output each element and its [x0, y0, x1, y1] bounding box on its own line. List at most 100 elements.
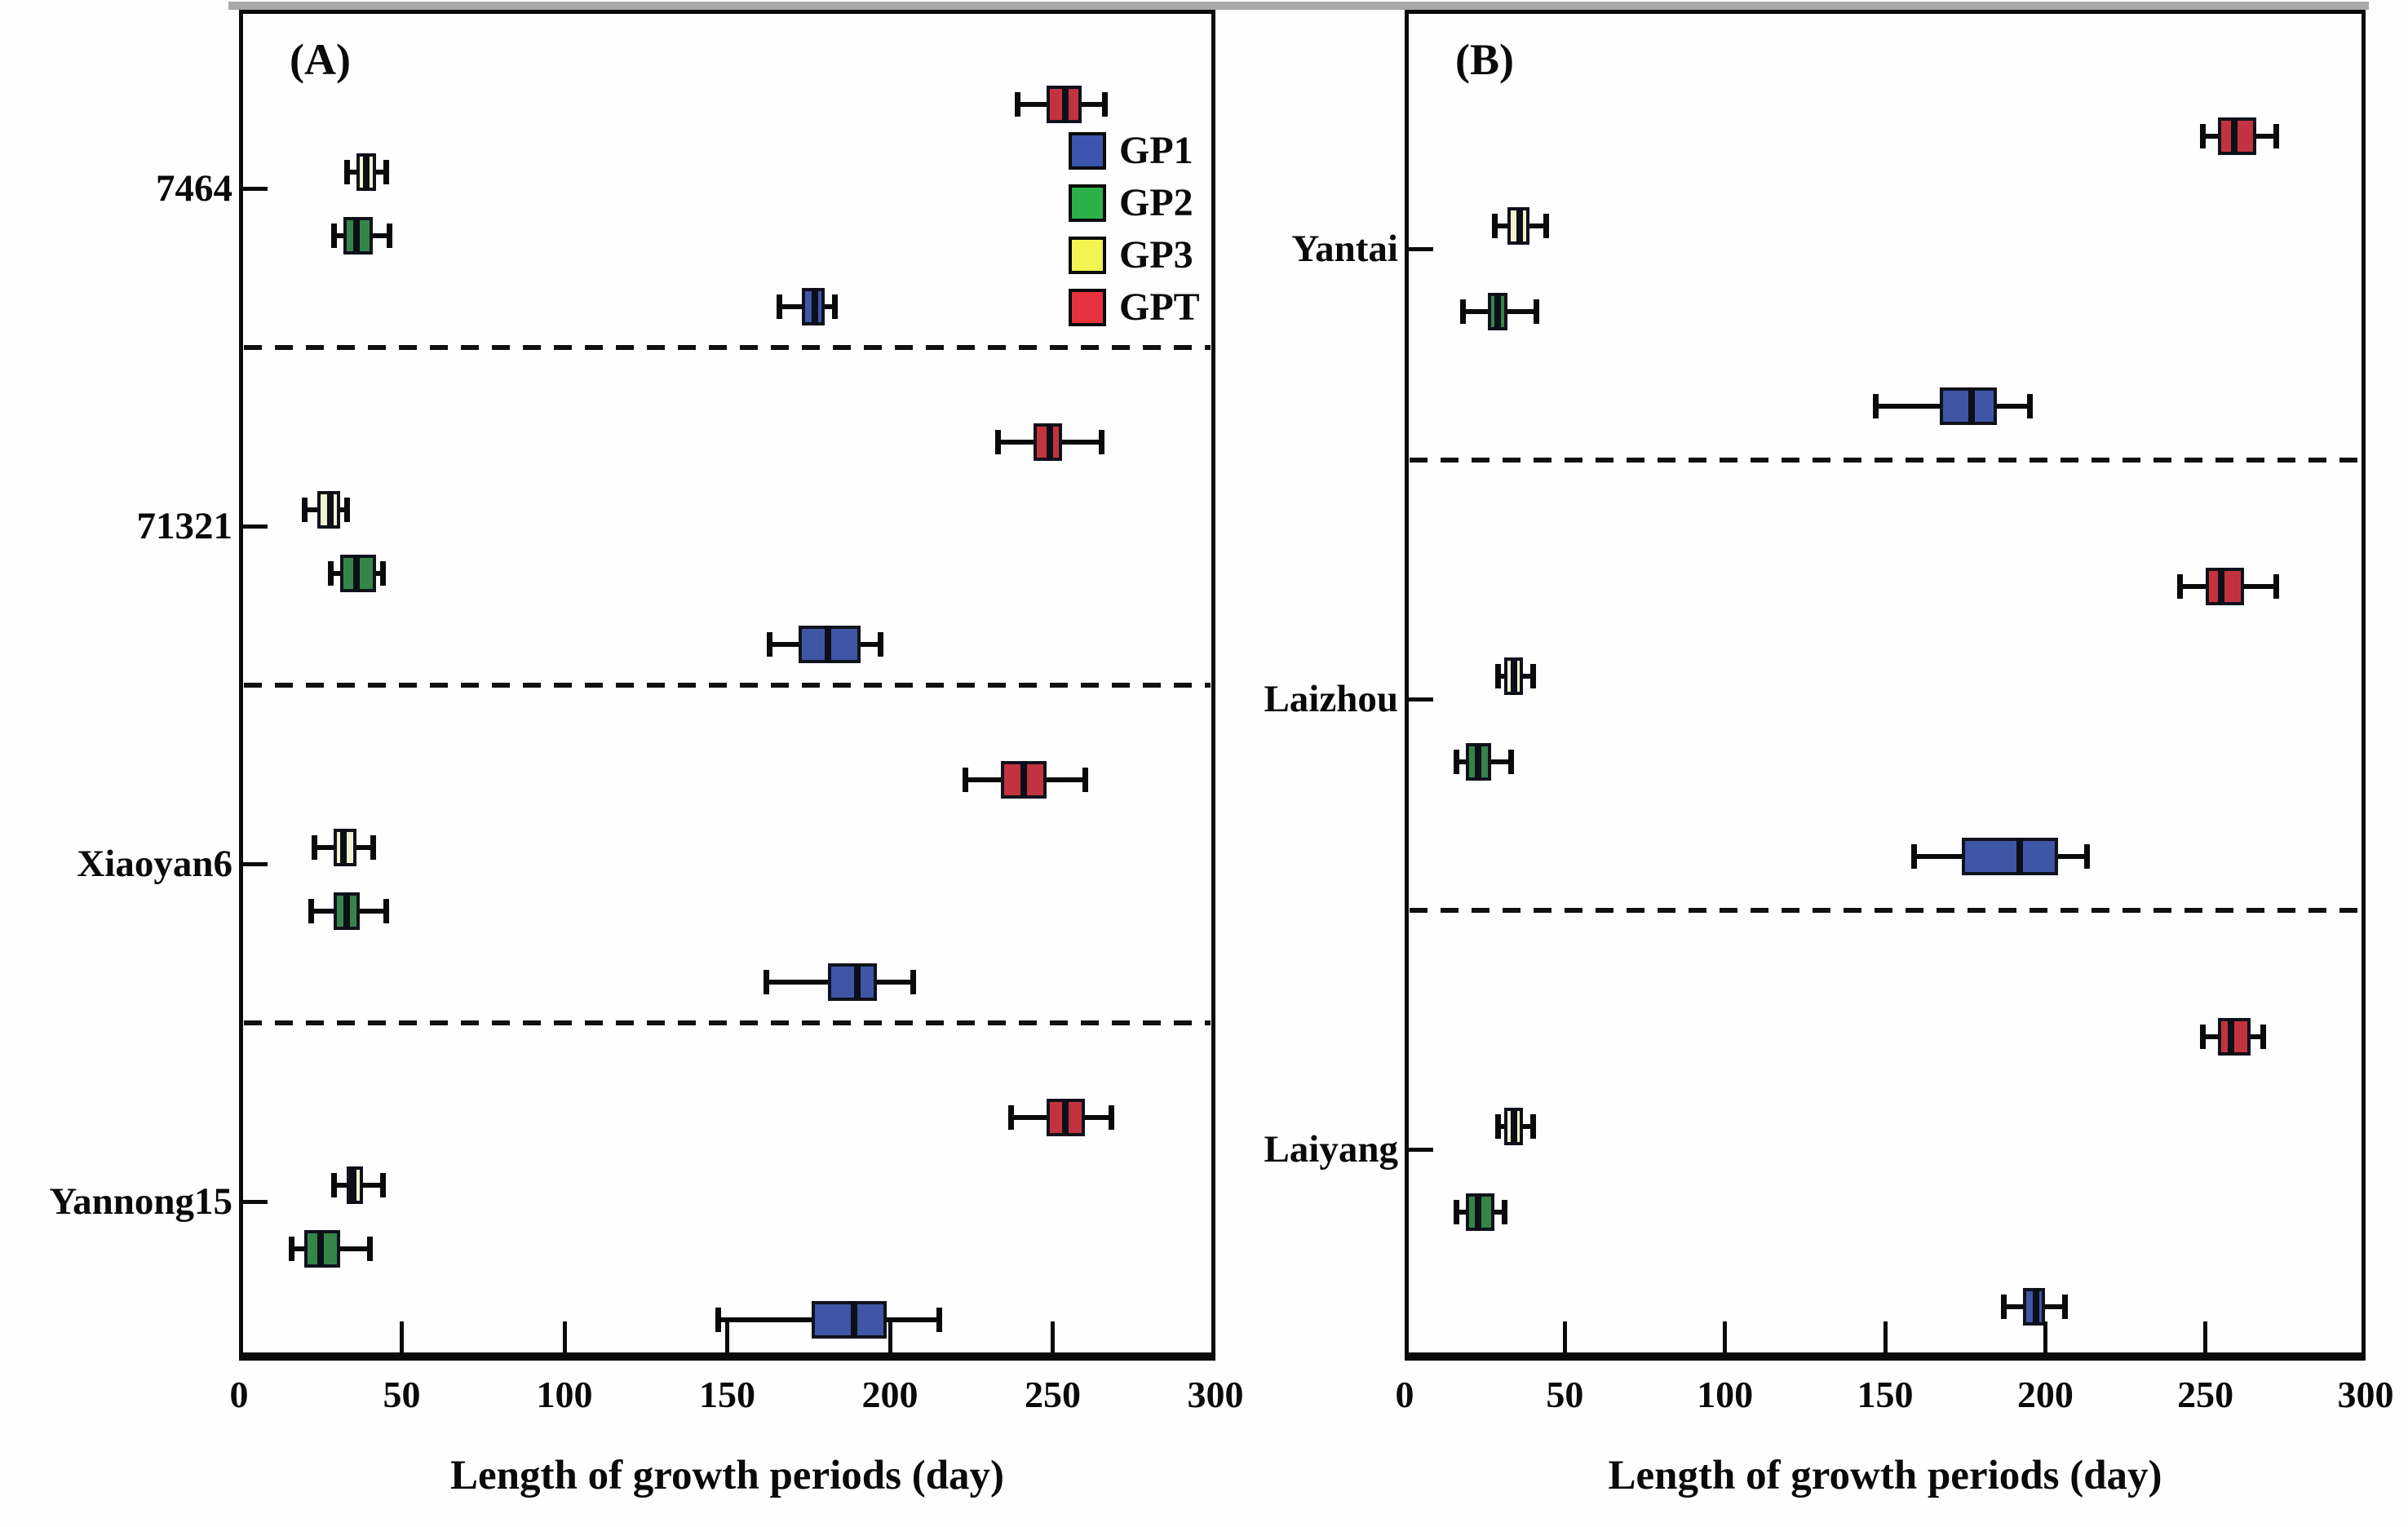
- whisker-cap-high-Laiyang-GP2: [1501, 1200, 1507, 1224]
- category-label: Yannong15: [49, 1180, 232, 1223]
- whisker-cap-high-Laizhou-GP3: [1530, 664, 1537, 688]
- whisker-cap-high-Laiyang-GP1: [2061, 1295, 2068, 1319]
- whisker-cap-low-7464-GP2: [330, 224, 337, 248]
- median-line-71321-GP1: [825, 626, 832, 663]
- whisker-cap-high-Laiyang-GPT: [2260, 1025, 2267, 1049]
- whisker-cap-low-Yantai-GP1: [1873, 394, 1879, 418]
- x-tick-label: 200: [861, 1374, 918, 1415]
- whisker-cap-low-71321-GP2: [327, 561, 334, 586]
- x-tick-label: 0: [229, 1374, 249, 1415]
- top-scan-artifact: [228, 2, 2369, 10]
- whisker-cap-low-Yannong15-GP1: [715, 1308, 721, 1332]
- whisker-cap-low-71321-GP1: [767, 632, 773, 657]
- whisker-cap-high-Xiaoyan6-GP3: [370, 835, 376, 860]
- whisker-cap-high-Yannong15-GP2: [366, 1237, 373, 1261]
- group-separator-line: [244, 1020, 1211, 1025]
- whisker-cap-low-Laiyang-GPT: [2199, 1025, 2206, 1049]
- x-tick-label: 150: [699, 1374, 755, 1415]
- box-Xiaoyan6-GP1: [828, 963, 878, 1001]
- x-axis-title: Length of growth periods (day): [1608, 1453, 2162, 1498]
- whisker-cap-low-Laizhou-GPT: [2177, 574, 2184, 599]
- x-tick-label: 0: [1395, 1374, 1414, 1415]
- whisker-cap-low-Laizhou-GP2: [1453, 750, 1459, 774]
- median-line-Xiaoyan6-GP1: [854, 963, 861, 1001]
- whisker-cap-low-7464-GP1: [777, 294, 783, 319]
- box-Laizhou-GP1: [1962, 838, 2059, 875]
- whisker-cap-low-Laiyang-GP2: [1453, 1200, 1459, 1224]
- whisker-cap-high-71321-GP3: [343, 498, 350, 522]
- whisker-cap-high-Yantai-GPT: [2273, 124, 2280, 148]
- median-line-Laizhou-GP2: [1475, 743, 1482, 781]
- y-axis-tick: [1409, 697, 1433, 702]
- median-line-7464-GP1: [812, 288, 819, 325]
- x-tick-label: 50: [383, 1374, 421, 1415]
- whisker-cap-high-Laizhou-GP1: [2084, 844, 2091, 869]
- x-axis-tick: [725, 1321, 729, 1352]
- whisker-cap-low-Xiaoyan6-GP1: [764, 970, 770, 994]
- median-line-71321-GPT: [1046, 423, 1053, 461]
- median-line-Yantai-GP2: [1494, 293, 1501, 330]
- whisker-cap-low-7464-GPT: [1014, 92, 1020, 117]
- whisker-cap-high-Laizhou-GP2: [1507, 750, 1514, 774]
- panel-b-frame: [1405, 10, 2366, 1361]
- legend-label-gp1: GP1: [1119, 129, 1193, 172]
- x-tick-label: 300: [2337, 1374, 2394, 1415]
- y-axis-tick: [243, 187, 268, 191]
- category-label: Xiaoyan6: [77, 843, 232, 885]
- whisker-cap-low-Yannong15-GPT: [1007, 1105, 1014, 1130]
- x-tick-label: 250: [1025, 1374, 1081, 1415]
- whisker-cap-low-Yannong15-GP3: [330, 1173, 337, 1197]
- median-line-71321-GP2: [352, 555, 360, 592]
- whisker-cap-high-Yantai-GP3: [1543, 214, 1549, 238]
- whisker-cap-low-Xiaoyan6-GPT: [962, 768, 968, 792]
- whisker-cap-high-Yannong15-GPT: [1109, 1105, 1115, 1130]
- whisker-cap-low-Yantai-GP3: [1491, 214, 1498, 238]
- legend-label-gp2: GP2: [1119, 181, 1193, 224]
- median-line-Yannong15-GP1: [851, 1301, 858, 1339]
- whisker-cap-low-Yannong15-GP2: [288, 1237, 294, 1261]
- whisker-cap-low-7464-GP3: [343, 160, 350, 184]
- whisker-cap-low-Yantai-GP2: [1459, 299, 1466, 324]
- whisker-cap-low-Xiaoyan6-GP3: [311, 835, 317, 860]
- x-tick-label: 50: [1546, 1374, 1584, 1415]
- category-label: Laizhou: [1264, 678, 1398, 720]
- x-axis-tick: [1883, 1321, 1888, 1352]
- y-axis-tick: [243, 1200, 268, 1204]
- median-line-Yannong15-GP3: [349, 1166, 356, 1204]
- median-line-Xiaoyan6-GPT: [1020, 761, 1027, 799]
- whisker-cap-high-71321-GP2: [379, 561, 386, 586]
- whisker-cap-high-Yannong15-GP1: [936, 1308, 942, 1332]
- whisker-cap-low-71321-GP3: [301, 498, 308, 522]
- y-axis-tick: [243, 524, 268, 529]
- median-line-71321-GP3: [326, 491, 334, 529]
- x-axis-tick: [1723, 1321, 1728, 1352]
- whisker-cap-high-Xiaoyan6-GP1: [910, 970, 916, 994]
- group-separator-line: [1410, 908, 2361, 913]
- x-axis-tick: [2043, 1321, 2047, 1352]
- x-axis-tick: [400, 1321, 404, 1352]
- box-Yannong15-GP1: [812, 1301, 887, 1339]
- median-line-Laiyang-GP2: [1475, 1193, 1482, 1231]
- median-line-Yantai-GP1: [1968, 387, 1976, 425]
- legend-swatch-gpt: [1069, 289, 1106, 326]
- x-axis-tick: [2203, 1321, 2208, 1352]
- median-line-Laiyang-GP1: [2032, 1288, 2039, 1326]
- legend-swatch-gp2: [1069, 184, 1106, 222]
- median-line-Yantai-GP3: [1516, 207, 1524, 245]
- x-tick-label: 300: [1187, 1374, 1244, 1415]
- median-line-Yannong15-GP2: [316, 1230, 324, 1268]
- whisker-cap-low-Yantai-GPT: [2199, 124, 2206, 148]
- y-axis-tick: [243, 862, 268, 866]
- x-tick-label: 100: [536, 1374, 593, 1415]
- y-axis-tick: [1409, 247, 1433, 251]
- median-line-Laizhou-GPT: [2218, 568, 2225, 605]
- x-axis-tick: [1562, 1321, 1567, 1352]
- whisker-cap-high-Yantai-GP2: [1533, 299, 1539, 324]
- whisker-cap-high-Xiaoyan6-GP2: [383, 899, 389, 923]
- panel-a-frame: [239, 10, 1215, 1361]
- whisker-cap-low-71321-GPT: [994, 430, 1001, 454]
- whisker-cap-high-Laiyang-GP3: [1530, 1114, 1537, 1139]
- x-axis-tick: [562, 1321, 567, 1352]
- category-label: Laiyang: [1264, 1128, 1398, 1171]
